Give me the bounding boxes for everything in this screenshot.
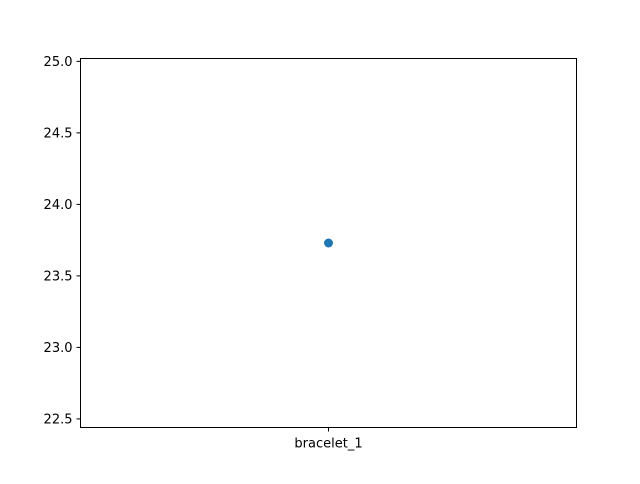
axis-ticks: 22.5 23.0 23.5 24.0 24.5 25.0 bracelet_1 — [44, 55, 363, 452]
y-tick-label: 23.5 — [44, 269, 73, 284]
y-tick-label: 23.0 — [44, 341, 73, 356]
y-tick-label: 22.5 — [44, 412, 73, 427]
y-tick-label: 24.0 — [44, 198, 73, 213]
y-tick-label: 25.0 — [44, 55, 73, 70]
y-tick-label: 24.5 — [44, 126, 73, 141]
data-points — [324, 238, 333, 248]
x-tick-label: bracelet_1 — [294, 437, 362, 452]
data-point — [324, 238, 333, 248]
plot-frame — [80, 58, 577, 428]
